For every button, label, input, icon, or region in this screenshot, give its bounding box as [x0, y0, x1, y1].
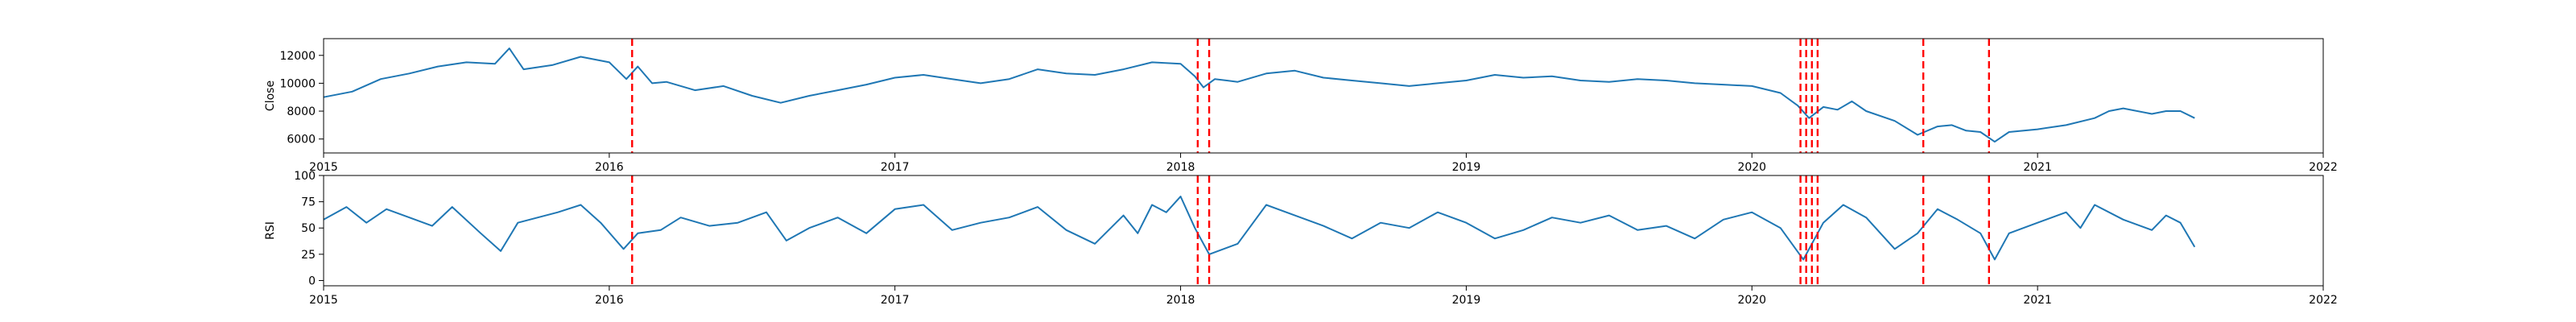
y-tick-label-1: 8000	[287, 105, 316, 118]
x-tick-label-5: 2020	[1737, 161, 1766, 174]
y-axis-label: RSI	[264, 221, 277, 240]
y-tick-label-2: 50	[301, 222, 316, 235]
y-tick-label-0: 0	[308, 275, 316, 287]
series-line-0	[323, 47, 2195, 143]
x-tick-label-4: 2019	[1452, 161, 1481, 174]
y-tick-label-4: 100	[294, 170, 316, 183]
x-tick-label-5: 2020	[1737, 294, 1766, 307]
x-tick-label-0: 2015	[309, 294, 338, 307]
y-tick-label-3: 12000	[279, 50, 316, 63]
x-tick-label-7: 2022	[2309, 294, 2338, 307]
x-tick-label-1: 2016	[595, 161, 624, 174]
x-tick-label-2: 2017	[881, 294, 910, 307]
rsi-panel: 2015 2016 2017 2018 2019 2020 2021 2022 0 25 50 75 1…	[264, 170, 2338, 307]
series-line-0	[323, 196, 2196, 261]
x-tick-label-7: 2022	[2309, 161, 2338, 174]
x-tick-label-6: 2021	[2023, 294, 2052, 307]
x-tick-label-2: 2017	[881, 161, 910, 174]
y-tick-label-3: 75	[301, 196, 316, 209]
y-tick-label-2: 10000	[279, 77, 316, 90]
y-tick-label-1: 25	[301, 249, 316, 262]
x-tick-label-4: 2019	[1452, 294, 1481, 307]
x-tick-label-0: 2015	[309, 161, 338, 174]
x-tick-label-1: 2016	[595, 294, 624, 307]
x-tick-label-3: 2018	[1166, 161, 1195, 174]
y-tick-label-0: 6000	[287, 134, 316, 147]
x-tick-label-6: 2021	[2023, 161, 2052, 174]
axes-frame	[323, 38, 2324, 154]
x-tick-label-3: 2018	[1166, 294, 1195, 307]
close-price-panel: 2015 2016 2017 2018 2019 2020 2021 2022 6000 8000…	[264, 38, 2338, 174]
y-axis-label: Close	[264, 80, 277, 111]
axes-frame	[323, 175, 2324, 287]
